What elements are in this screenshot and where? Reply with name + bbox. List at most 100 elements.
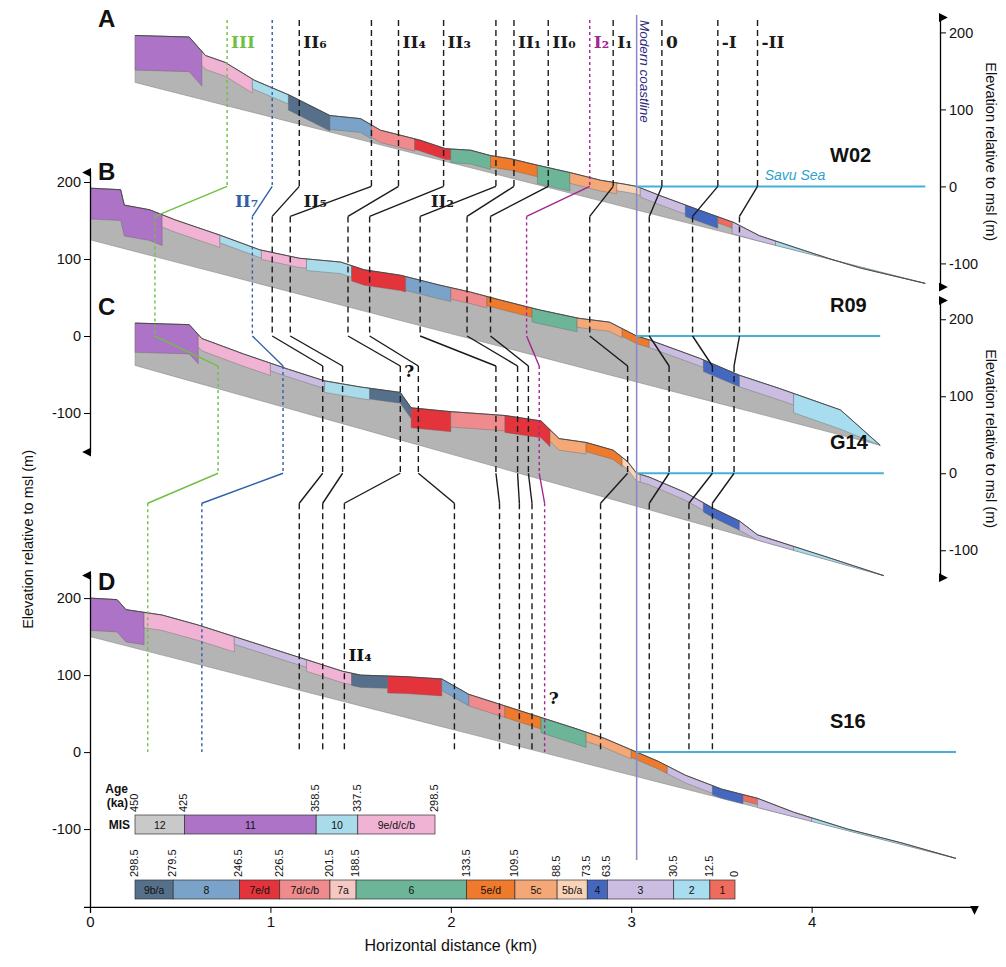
stage-bar [330, 880, 356, 899]
stage-title: MIS [109, 818, 130, 832]
terrace-boundary [495, 20, 496, 186]
y-tick-label: 200 [949, 311, 973, 327]
terrace-label: III [231, 32, 255, 52]
stage-label: 6 [408, 884, 414, 896]
terrace-label: -I [722, 32, 737, 52]
terrace-boundary [531, 503, 532, 752]
terrace-boundary [717, 20, 718, 186]
terrace-boundary [400, 366, 401, 473]
terrace-boundary [589, 216, 590, 336]
stage-bar [280, 880, 330, 899]
y-tick: 100 [940, 102, 973, 118]
profile-plot [90, 188, 880, 445]
stage-label: 10 [331, 819, 343, 831]
terrace-connector [693, 186, 718, 216]
stage-bar [135, 815, 185, 834]
coastline-label: Modern coastline [637, 20, 652, 123]
y-tick-mark [84, 598, 90, 599]
y-tick-label: -100 [52, 405, 81, 421]
stage-bar [587, 880, 607, 899]
terrace-boundary [649, 503, 650, 752]
terrace-boundary [344, 503, 345, 752]
terrace-connector [420, 336, 496, 366]
age-label: 88.5 [550, 856, 562, 877]
age-label: 133.5 [460, 849, 472, 877]
terrace-label: II₆ [303, 32, 326, 52]
stage-bar [515, 880, 557, 899]
x-tick-label: 3 [628, 913, 636, 930]
terrace-boundary [282, 366, 283, 473]
y-axis: -1000100200 [52, 173, 91, 453]
deposit-unit [451, 288, 487, 308]
deposit-unit [352, 266, 406, 292]
terrace-boundary [454, 503, 455, 752]
terrace-connector [467, 186, 514, 216]
stage-label: 9b/a [144, 884, 165, 896]
profile-plot [135, 35, 925, 283]
figure: Modern coastlineSavu SeaW02AR09BG14CS16D… [0, 0, 1006, 967]
terrace-connector [148, 473, 218, 503]
terrace-connector [418, 473, 454, 503]
terrace-label: II₅ [303, 191, 326, 211]
y-axis-line [941, 18, 947, 288]
age-label: 279.5 [166, 849, 178, 877]
deposit-unit [234, 637, 306, 668]
deposit-unit [622, 457, 640, 482]
y-tick-label: 200 [57, 174, 81, 190]
deposit-unit [406, 277, 451, 302]
deposit-unit [505, 416, 550, 447]
deposit-unit [330, 116, 371, 139]
deposit-unit [162, 215, 220, 248]
terrace-connector [290, 336, 342, 366]
terrace-boundary [548, 20, 549, 186]
deposit-unit [270, 363, 324, 388]
deposit-unit [487, 296, 532, 317]
terrace-boundary [495, 366, 496, 473]
age-label: 337.5 [351, 784, 363, 812]
stage-bar [710, 880, 735, 899]
age-label: 358.5 [309, 784, 321, 812]
deposit-unit [252, 79, 288, 104]
stage-label: 4 [594, 884, 600, 896]
deposit-unit [325, 381, 370, 400]
terrace-label: II₂ [431, 191, 454, 211]
sea-level [637, 335, 881, 337]
terrace-lines [148, 20, 758, 752]
y-tick-mark [940, 396, 946, 397]
terrace-connector [739, 186, 757, 216]
terrace-connector [527, 336, 540, 366]
y-axis: -1000100200 [52, 576, 91, 908]
y-axis: -1000100200 [940, 18, 978, 288]
stage-label: 11 [245, 819, 256, 831]
terrace-boundary [147, 503, 148, 752]
deposit-unit [415, 139, 451, 160]
stage-label: 12 [154, 819, 166, 831]
terrace-boundary [342, 366, 343, 473]
terrace-boundary [757, 20, 758, 186]
deposit-unit [739, 521, 793, 550]
y-tick-label: 0 [949, 179, 957, 195]
age-label: 63.5 [600, 856, 612, 877]
stage-bar [467, 880, 515, 899]
terrace-boundary [347, 216, 348, 336]
deposit-unit [370, 388, 411, 418]
y-tick: 200 [57, 174, 90, 190]
stage-bar [358, 815, 435, 834]
annotation: ? [549, 688, 559, 708]
stage-label: 3 [638, 884, 644, 896]
terrace-label: II₃ [448, 32, 471, 52]
deposit-unit [135, 323, 198, 364]
terrace-connector [496, 473, 500, 503]
x-tick: 1 [267, 907, 275, 930]
y-tick-label: -100 [52, 821, 81, 837]
age-label: 201.5 [323, 849, 335, 877]
terrace-boundary [589, 20, 590, 186]
terrace-connector [155, 186, 227, 216]
age-label: 450 [128, 794, 140, 812]
topography [90, 598, 956, 858]
terrace-boundary [539, 366, 540, 473]
stage-bar [185, 815, 317, 834]
y-axis-title: Elevation relative to msl (m) [983, 62, 999, 241]
sea-level [637, 472, 884, 474]
y-tick-label: 100 [57, 251, 81, 267]
